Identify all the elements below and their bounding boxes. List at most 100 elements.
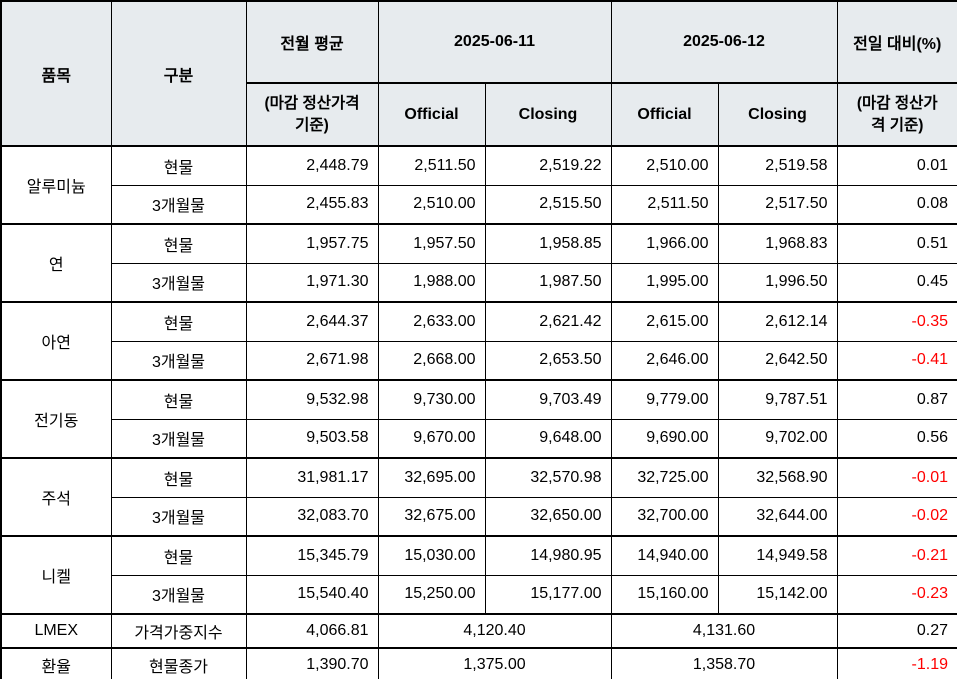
header-prev-month-avg: 전월 평균 (245, 0, 379, 84)
day-over-day-cell: -0.41 (836, 340, 957, 381)
item-cell: 아연 (0, 301, 112, 381)
date2-merged-cell: 4,131.60 (610, 613, 838, 649)
date1-closing-cell: 9,703.49 (484, 379, 612, 420)
date2-closing-cell: 9,702.00 (717, 418, 838, 459)
date1-closing-cell: 1,987.50 (484, 262, 612, 303)
date1-closing-cell: 32,570.98 (484, 457, 612, 498)
category-cell: 3개월물 (110, 340, 247, 381)
date2-official-cell: 2,646.00 (610, 340, 719, 381)
date1-closing-cell: 2,519.22 (484, 145, 612, 186)
item-cell: LMEX (0, 613, 112, 649)
date1-closing-cell: 2,515.50 (484, 184, 612, 225)
date1-closing-cell: 2,621.42 (484, 301, 612, 342)
header-row-1: 품목 구분 전월 평균 2025-06-11 2025-06-12 전일 대비(… (0, 0, 957, 147)
table-row: 연 현물 1,957.75 1,957.50 1,958.85 1,966.00 1,968… (0, 223, 957, 303)
date1-official-cell: 2,668.00 (377, 340, 486, 381)
table-row: 3개월물 2,671.98 2,668.00 2,653.50 2,646.00 2,64… (1, 340, 957, 381)
header-date-2: 2025-06-12 (610, 0, 838, 84)
table-row: LMEX 가격가중지수 4,066.81 4,120.40 4,131.60 0.27 (0, 613, 957, 649)
table-row: 니켈 현물 15,345.79 15,030.00 14,980.95 14,940.00… (0, 535, 957, 615)
date2-official-cell: 1,995.00 (610, 262, 719, 303)
table-row: 주석 현물 31,981.17 32,695.00 32,570.98 32,725.00… (0, 457, 957, 537)
date1-closing-cell: 15,177.00 (484, 574, 612, 615)
table-row: 3개월물 15,540.40 15,250.00 15,177.00 15,160.00… (1, 574, 957, 615)
table-row: 알루미늄 현물 2,448.79 2,511.50 2,519.22 2,510.00 2,… (0, 145, 957, 225)
table-row: 전기동 현물 9,532.98 9,730.00 9,703.49 9,779.00 9,7… (0, 379, 957, 459)
prev-month-avg-cell: 9,503.58 (245, 418, 379, 459)
category-cell: 현물종가 (110, 647, 247, 679)
day-over-day-cell: 0.51 (836, 223, 957, 264)
date2-closing-cell: 2,517.50 (717, 184, 838, 225)
category-cell: 현물 (110, 535, 247, 576)
item-cell: 주석 (0, 457, 112, 537)
date1-official-cell: 1,957.50 (377, 223, 486, 264)
day-over-day-cell: 0.56 (836, 418, 957, 459)
header-closing-date2: Closing (717, 82, 838, 147)
date1-official-cell: 32,675.00 (377, 496, 486, 537)
date2-merged-cell: 1,358.70 (610, 647, 838, 679)
date1-closing-cell: 2,653.50 (484, 340, 612, 381)
prev-month-avg-cell: 2,455.83 (245, 184, 379, 225)
date1-closing-cell: 14,980.95 (484, 535, 612, 576)
table-body: 알루미늄 현물 2,448.79 2,511.50 2,519.22 2,510.00 2,… (0, 145, 957, 679)
date2-official-cell: 2,615.00 (610, 301, 719, 342)
day-over-day-cell: 0.08 (836, 184, 957, 225)
category-cell: 3개월물 (110, 574, 247, 615)
date1-official-cell: 2,633.00 (377, 301, 486, 342)
header-item: 품목 (0, 0, 112, 147)
header-official-date2: Official (610, 82, 719, 147)
date2-official-cell: 1,966.00 (610, 223, 719, 264)
day-over-day-cell: -0.02 (836, 496, 957, 537)
header-row-2: (마감 정산가격 기준) Official Closing Official C… (1, 82, 957, 147)
date2-closing-cell: 2,519.58 (717, 145, 838, 186)
date2-official-cell: 32,725.00 (610, 457, 719, 498)
header-category: 구분 (110, 0, 247, 147)
prev-month-avg-cell: 2,671.98 (245, 340, 379, 381)
date1-official-cell: 2,510.00 (377, 184, 486, 225)
date2-official-cell: 14,940.00 (610, 535, 719, 576)
category-cell: 현물 (110, 457, 247, 498)
prev-month-avg-cell: 4,066.81 (245, 613, 379, 649)
date1-official-cell: 1,988.00 (377, 262, 486, 303)
date1-merged-cell: 1,375.00 (377, 647, 612, 679)
prev-month-avg-cell: 2,644.37 (245, 301, 379, 342)
prev-month-avg-cell: 15,540.40 (245, 574, 379, 615)
header-day-over-day: 전일 대비(%) (836, 0, 957, 84)
day-over-day-cell: -0.21 (836, 535, 957, 576)
date2-closing-cell: 2,642.50 (717, 340, 838, 381)
category-cell: 3개월물 (110, 496, 247, 537)
date2-closing-cell: 14,949.58 (717, 535, 838, 576)
date2-closing-cell: 2,612.14 (717, 301, 838, 342)
category-cell: 현물 (110, 223, 247, 264)
date2-official-cell: 2,511.50 (610, 184, 719, 225)
prev-month-avg-cell: 9,532.98 (245, 379, 379, 420)
item-cell: 환율 (0, 647, 112, 679)
category-cell: 3개월물 (110, 262, 247, 303)
date1-official-cell: 2,511.50 (377, 145, 486, 186)
table-row: 아연 현물 2,644.37 2,633.00 2,621.42 2,615.00 2,61… (0, 301, 957, 381)
date1-official-cell: 15,030.00 (377, 535, 486, 576)
item-cell: 전기동 (0, 379, 112, 459)
date1-official-cell: 32,695.00 (377, 457, 486, 498)
table-row: 3개월물 32,083.70 32,675.00 32,650.00 32,700.00… (1, 496, 957, 537)
prev-month-avg-cell: 15,345.79 (245, 535, 379, 576)
table-row: 3개월물 2,455.83 2,510.00 2,515.50 2,511.50 2,51… (1, 184, 957, 225)
item-cell: 알루미늄 (0, 145, 112, 225)
date2-official-cell: 2,510.00 (610, 145, 719, 186)
day-over-day-cell: 0.27 (836, 613, 957, 649)
header-closing-date1: Closing (484, 82, 612, 147)
header-official-date1: Official (377, 82, 486, 147)
prev-month-avg-cell: 1,390.70 (245, 647, 379, 679)
category-cell: 가격가중지수 (110, 613, 247, 649)
date1-closing-cell: 9,648.00 (484, 418, 612, 459)
table-row: 환율 현물종가 1,390.70 1,375.00 1,358.70 -1.19 (0, 647, 957, 679)
date1-merged-cell: 4,120.40 (377, 613, 612, 649)
prev-month-avg-cell: 1,971.30 (245, 262, 379, 303)
date1-official-cell: 9,670.00 (377, 418, 486, 459)
table-header: 품목 구분 전월 평균 2025-06-11 2025-06-12 전일 대비(… (0, 0, 957, 147)
date1-closing-cell: 32,650.00 (484, 496, 612, 537)
date2-closing-cell: 15,142.00 (717, 574, 838, 615)
prev-month-avg-cell: 1,957.75 (245, 223, 379, 264)
table-row: 3개월물 1,971.30 1,988.00 1,987.50 1,995.00 1,99… (1, 262, 957, 303)
